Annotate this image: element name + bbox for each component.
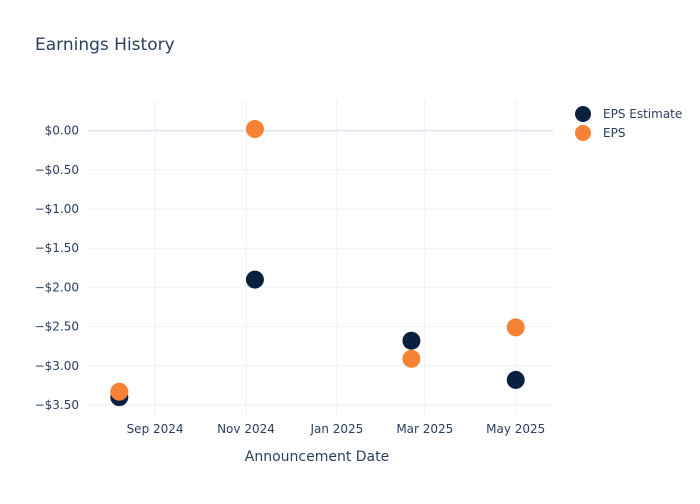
- y-tick-label: −$1.00: [35, 202, 79, 216]
- chart-title: Earnings History: [35, 35, 175, 55]
- eps-estimate-point[interactable]: [245, 270, 264, 289]
- x-tick-label: Mar 2025: [396, 422, 453, 436]
- y-tick-label: −$1.50: [35, 241, 79, 255]
- legend-swatch: [575, 106, 591, 122]
- y-tick-label: −$2.00: [35, 280, 79, 294]
- y-tick-label: −$3.50: [35, 398, 79, 412]
- y-tick-label: −$2.50: [35, 320, 79, 334]
- eps-estimate-point[interactable]: [402, 331, 421, 350]
- legend-label: EPS: [603, 126, 625, 140]
- x-tick-label: Jan 2025: [309, 422, 363, 436]
- data-points: [110, 120, 525, 407]
- eps-point[interactable]: [110, 382, 129, 401]
- eps-point[interactable]: [506, 318, 525, 337]
- y-tick-label: −$3.00: [35, 359, 79, 373]
- x-tick-label: Nov 2024: [217, 422, 275, 436]
- y-axis-ticks: $0.00 −$0.50 −$1.00 −$1.50 −$2.00 −$2.50 −$3.0…: [35, 124, 79, 412]
- legend-item-eps[interactable]: EPS: [575, 125, 625, 141]
- eps-point[interactable]: [402, 349, 421, 368]
- eps-point[interactable]: [245, 120, 264, 139]
- x-axis-title: Announcement Date: [245, 449, 389, 465]
- x-tick-label: Sep 2024: [127, 422, 184, 436]
- eps-estimate-point[interactable]: [506, 370, 525, 389]
- legend-item-eps-estimate[interactable]: EPS Estimate: [575, 106, 682, 122]
- legend[interactable]: EPS Estimate EPS: [575, 106, 682, 141]
- legend-swatch: [575, 125, 591, 141]
- x-tick-label: May 2025: [486, 422, 545, 436]
- legend-label: EPS Estimate: [603, 107, 682, 121]
- x-axis-ticks: Sep 2024 Nov 2024 Jan 2025 Mar 2025 May 2025: [127, 422, 546, 436]
- grid-lines: [88, 100, 553, 416]
- y-tick-label: −$0.50: [35, 163, 79, 177]
- y-tick-label: $0.00: [45, 124, 79, 138]
